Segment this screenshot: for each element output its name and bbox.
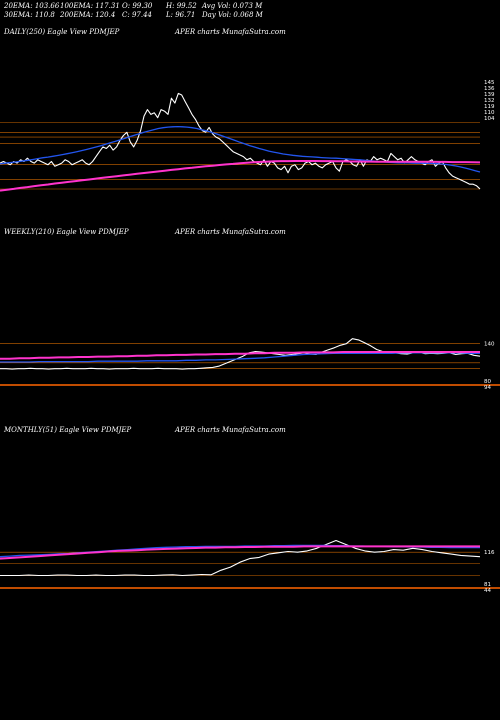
open-stat: O: 99.30 (122, 2, 153, 10)
close-stat: C: 97.44 (122, 11, 152, 19)
series-price (0, 539, 481, 577)
axis-label: 119 (484, 104, 495, 110)
axis-label: 139 (484, 92, 495, 98)
daily-source: APER charts MunafaSutra.com (175, 28, 286, 36)
axis-label: 44 (484, 588, 491, 594)
ema200-stat: 200EMA: 120.4 (60, 11, 116, 19)
axis-label: 104 (484, 116, 495, 122)
series-ema-200 (0, 545, 480, 560)
weekly-panel: WEEKLY(210) Eagle View PDMJEP APER chart… (0, 226, 500, 426)
axis-label: 110 (484, 110, 495, 116)
axis-label: 81 (484, 582, 491, 588)
daily-title: DAILY(250) Eagle View PDMJEP (4, 28, 120, 36)
monthly-source: APER charts MunafaSutra.com (175, 426, 286, 434)
axis-label: 116 (484, 550, 495, 556)
axis-label: 132 (484, 98, 495, 104)
series-ema-200 (0, 160, 481, 192)
monthly-panel: MONTHLY(51) Eagle View PDMJEP APER chart… (0, 424, 500, 624)
axis-label: 140 (484, 342, 495, 348)
daily-panel: DAILY(250) Eagle View PDMJEP APER charts… (0, 26, 500, 226)
header-stats: 20EMA: 103.66 100EMA: 117.31 O: 99.30 H:… (4, 2, 304, 20)
ema20-stat: 20EMA: 103.66 (4, 2, 60, 10)
avg-vol-stat: Avg Vol: 0.073 M (202, 2, 263, 10)
axis-label: 94 (484, 385, 491, 391)
high-stat: H: 99.52 (166, 2, 197, 10)
low-stat: L: 96.71 (166, 11, 196, 19)
ema100-stat: 100EMA: 117.31 (60, 2, 120, 10)
weekly-source: APER charts MunafaSutra.com (175, 228, 286, 236)
monthly-title: MONTHLY(51) Eagle View PDMJEP (4, 426, 132, 434)
weekly-title: WEEKLY(210) Eagle View PDMJEP (4, 228, 129, 236)
axis-label: 136 (484, 86, 495, 92)
axis-label: 80 (484, 379, 491, 385)
series-price (0, 92, 481, 190)
series-ema-200 (0, 351, 480, 360)
day-vol-stat: Day Vol: 0.068 M (202, 11, 263, 19)
axis-label: 145 (484, 80, 495, 86)
series-price (0, 338, 481, 370)
series-ema-fast (0, 125, 481, 173)
ema30-stat: 30EMA: 110.8 (4, 11, 55, 19)
